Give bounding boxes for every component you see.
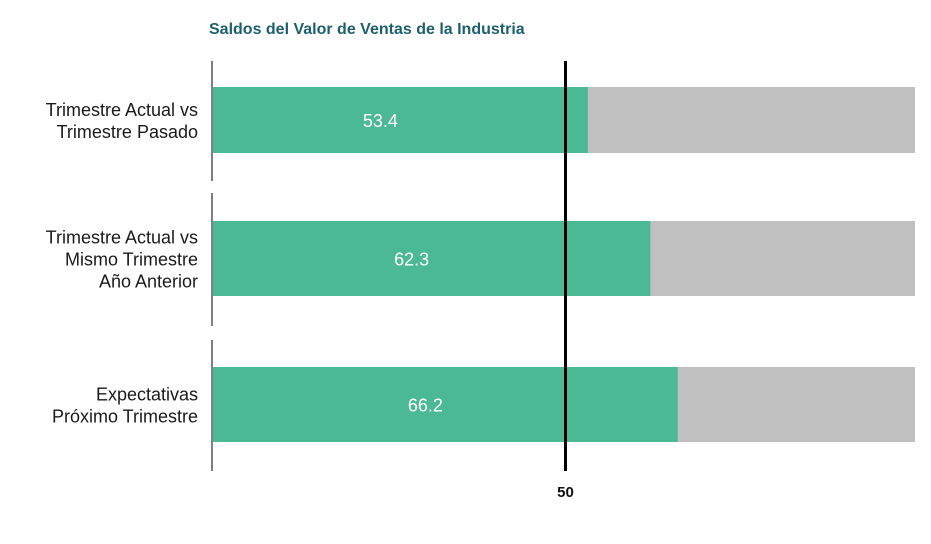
- category-label-line: Expectativas: [96, 385, 198, 405]
- category-label-line: Trimestre Pasado: [57, 122, 198, 142]
- bar-value-2: [213, 221, 651, 296]
- data-label-1: 53.4: [363, 111, 398, 131]
- category-label-line: Trimestre Actual vs: [46, 228, 198, 248]
- category-label-line: Año Anterior: [99, 272, 198, 292]
- data-label-3: 66.2: [408, 396, 443, 416]
- bar-value-3: [213, 367, 678, 442]
- data-label-2: 62.3: [394, 250, 429, 270]
- category-label-2: Trimestre Actual vs Mismo Trimestre Año An…: [46, 228, 198, 292]
- category-label-line: Próximo Trimestre: [52, 407, 198, 427]
- chart-title: Saldos del Valor de Ventas de la Industr…: [209, 21, 525, 38]
- category-label-line: Mismo Trimestre: [65, 250, 198, 270]
- reference-line-label: 50: [557, 484, 574, 501]
- category-label-3: Expectativas Próximo Trimestre: [52, 385, 198, 427]
- category-label-1: Trimestre Actual vs Trimestre Pasado: [46, 100, 198, 142]
- bar-value-1: [213, 87, 588, 153]
- category-label-line: Trimestre Actual vs: [46, 100, 198, 120]
